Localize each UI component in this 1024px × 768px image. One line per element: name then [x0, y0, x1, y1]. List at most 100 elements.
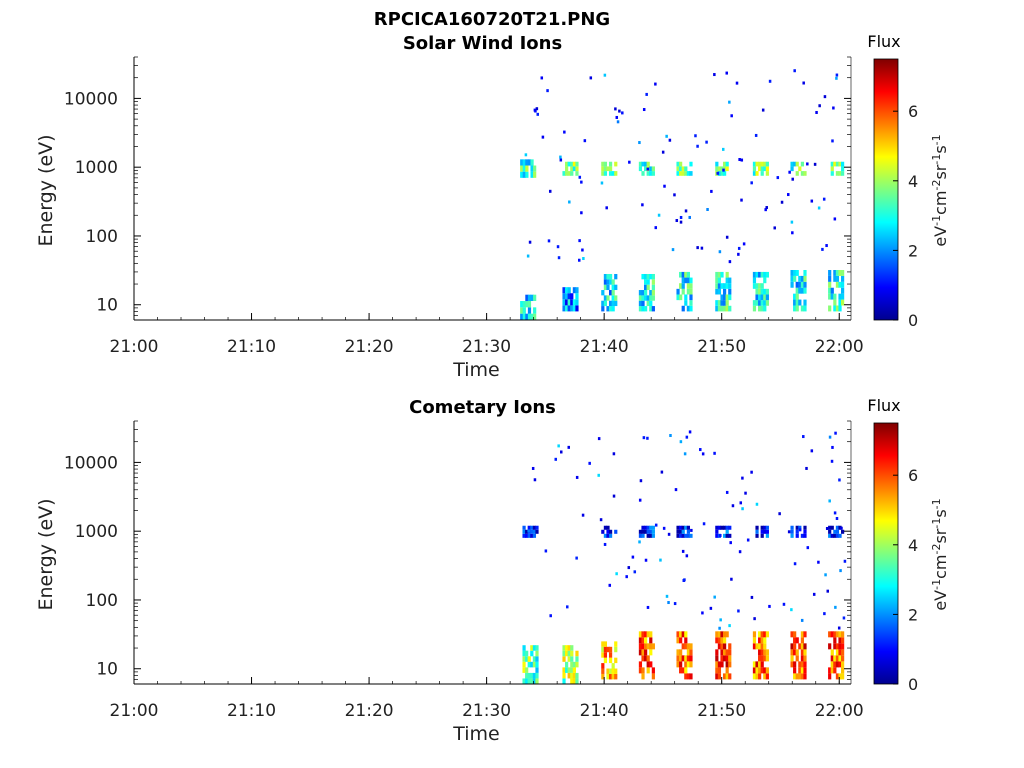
heatmap-cell: [686, 283, 690, 289]
heatmap-cell: [752, 305, 757, 312]
heatmap-cell: [589, 76, 593, 80]
heatmap-cell: [572, 678, 576, 684]
heatmap-cell: [565, 645, 569, 651]
heatmap-cell: [676, 649, 680, 656]
heatmap-cell: [758, 643, 762, 650]
heatmap-cell: [830, 171, 834, 176]
heatmap-cell: [717, 271, 722, 278]
x-tick-label: 21:20: [345, 337, 394, 357]
heatmap-cell: [803, 655, 807, 662]
heatmap-cell: [621, 111, 624, 115]
heatmap-cell: [646, 161, 650, 167]
heatmap-cell: [793, 275, 797, 282]
heatmap-cell: [601, 663, 605, 669]
heatmap-cell: [763, 667, 767, 674]
heatmap-cell: [661, 150, 665, 154]
heatmap-cell: [679, 171, 683, 176]
heatmap-cell: [828, 281, 832, 288]
heatmap-cell: [728, 288, 732, 295]
heatmap-cell: [758, 655, 762, 662]
heatmap-cell: [686, 525, 690, 530]
heatmap-cell: [833, 269, 837, 276]
heatmap-cell: [679, 220, 683, 224]
heatmap-cell: [562, 293, 566, 300]
heatmap-cell: [840, 526, 843, 530]
heatmap-cell: [603, 161, 608, 167]
heatmap-cell: [760, 661, 764, 668]
heatmap-cell: [559, 155, 562, 159]
heatmap-cell: [638, 141, 641, 145]
heatmap-cell: [614, 273, 618, 280]
heatmap-cell: [818, 104, 821, 108]
heatmap-cell: [709, 606, 713, 610]
heatmap-cell: [651, 529, 655, 534]
heatmap-cell: [646, 171, 650, 176]
heatmap-cell: [646, 279, 650, 285]
heatmap-cell: [686, 529, 690, 534]
heatmap-cell: [659, 558, 662, 562]
heatmap-cell: [533, 307, 537, 314]
heatmap-cell: [689, 533, 693, 538]
heatmap-cell: [689, 643, 693, 650]
heatmap-cell: [752, 171, 757, 176]
heatmap-cell: [752, 166, 757, 172]
heatmap-cell: [810, 199, 814, 203]
heatmap-cell: [606, 284, 610, 291]
heatmap-cell: [679, 215, 683, 219]
heatmap-cell: [813, 162, 817, 166]
heatmap-cell: [765, 288, 769, 295]
heatmap-cell: [526, 254, 530, 258]
heatmap-cell: [614, 668, 618, 674]
heatmap-cell: [608, 673, 613, 680]
heatmap-cell: [715, 271, 719, 278]
heatmap-cell: [562, 678, 566, 684]
heatmap-cell: [581, 248, 584, 252]
heatmap-cell: [717, 171, 722, 176]
heatmap-cell: [793, 667, 797, 674]
heatmap-cell: [525, 672, 529, 679]
colorbar-title: Flux: [867, 396, 900, 415]
heatmap-cell: [758, 288, 762, 295]
heatmap-cell: [532, 672, 537, 679]
heatmap-cell: [790, 608, 793, 612]
heatmap-cell: [798, 673, 802, 680]
heatmap-cell: [540, 76, 544, 80]
heatmap-cell: [717, 637, 722, 644]
heatmap-cell: [717, 525, 722, 530]
heatmap-cell: [641, 649, 645, 656]
heatmap-cell: [728, 260, 732, 264]
heatmap-cell: [603, 273, 608, 280]
heatmap-cell: [720, 294, 724, 301]
heatmap-cell: [765, 166, 769, 172]
heatmap-cell: [838, 673, 842, 680]
heatmap-cell: [649, 529, 653, 534]
heatmap-cell: [578, 175, 582, 179]
heatmap-cell: [833, 305, 837, 312]
heatmap-cell: [763, 525, 767, 530]
heatmap-cell: [649, 290, 653, 296]
heatmap-cell: [798, 667, 802, 674]
heatmap-cell: [710, 189, 713, 193]
heatmap-cell: [760, 288, 764, 295]
heatmap-cell: [535, 645, 539, 651]
heatmap-cell: [535, 678, 539, 684]
heatmap-cell: [570, 672, 574, 679]
heatmap-cell: [527, 301, 532, 308]
heatmap-cell: [841, 667, 845, 674]
heatmap-cell: [601, 652, 605, 658]
heatmap-cell: [722, 305, 727, 312]
heatmap-cell: [641, 300, 645, 307]
heatmap-cell: [841, 287, 845, 294]
heatmap-cell: [833, 299, 837, 306]
heatmap-cell: [790, 281, 794, 288]
heatmap-cell: [527, 313, 532, 320]
heatmap-cell: [725, 235, 729, 239]
heatmap-cell: [824, 573, 827, 577]
heatmap-cell: [676, 529, 680, 534]
heatmap-cell: [689, 277, 693, 284]
heatmap-cell: [644, 306, 648, 312]
heatmap-cell: [681, 525, 685, 530]
heatmap-cell: [720, 655, 724, 662]
heatmap-cell: [638, 529, 643, 534]
heatmap-cell: [696, 144, 699, 148]
